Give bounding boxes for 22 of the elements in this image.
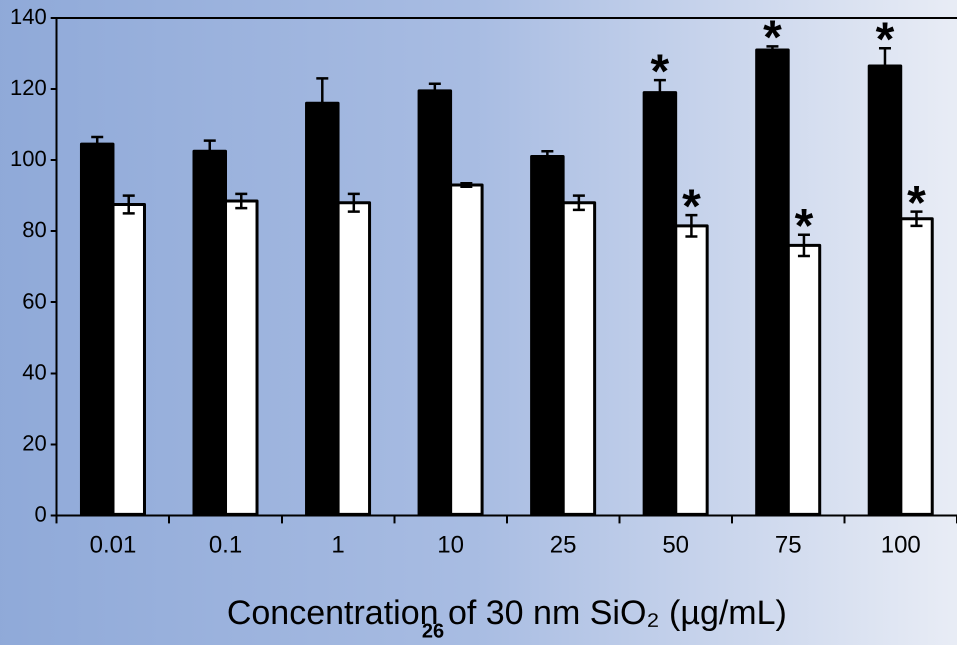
x-tick-label: 25 — [550, 531, 576, 558]
x-tick-label: 50 — [662, 531, 690, 558]
annotation: * — [907, 176, 926, 230]
annotation: * — [682, 180, 702, 234]
y-tick-label: 140 — [10, 4, 47, 30]
x-tick-label: 0.01 — [90, 531, 136, 558]
x-tick-label: 1 — [331, 531, 345, 558]
x-tick-label: 100 — [880, 531, 921, 558]
x-tick-label: 75 — [774, 531, 802, 558]
y-tick-label: 80 — [22, 217, 47, 242]
annotation: * — [876, 13, 895, 66]
x-tick-label: 10 — [437, 531, 464, 558]
y-tick-label: 100 — [10, 146, 47, 172]
y-tick-label: 60 — [22, 288, 47, 314]
annotation: * — [763, 12, 782, 65]
x-tick-label: 0.1 — [208, 531, 242, 558]
y-tick-label: 40 — [22, 359, 47, 384]
y-tick-label: 0 — [34, 501, 47, 526]
y-tick-label: 20 — [22, 430, 47, 456]
annotation: * — [794, 200, 814, 253]
annotation: * — [650, 45, 670, 98]
y-tick-label: 120 — [10, 75, 47, 100]
